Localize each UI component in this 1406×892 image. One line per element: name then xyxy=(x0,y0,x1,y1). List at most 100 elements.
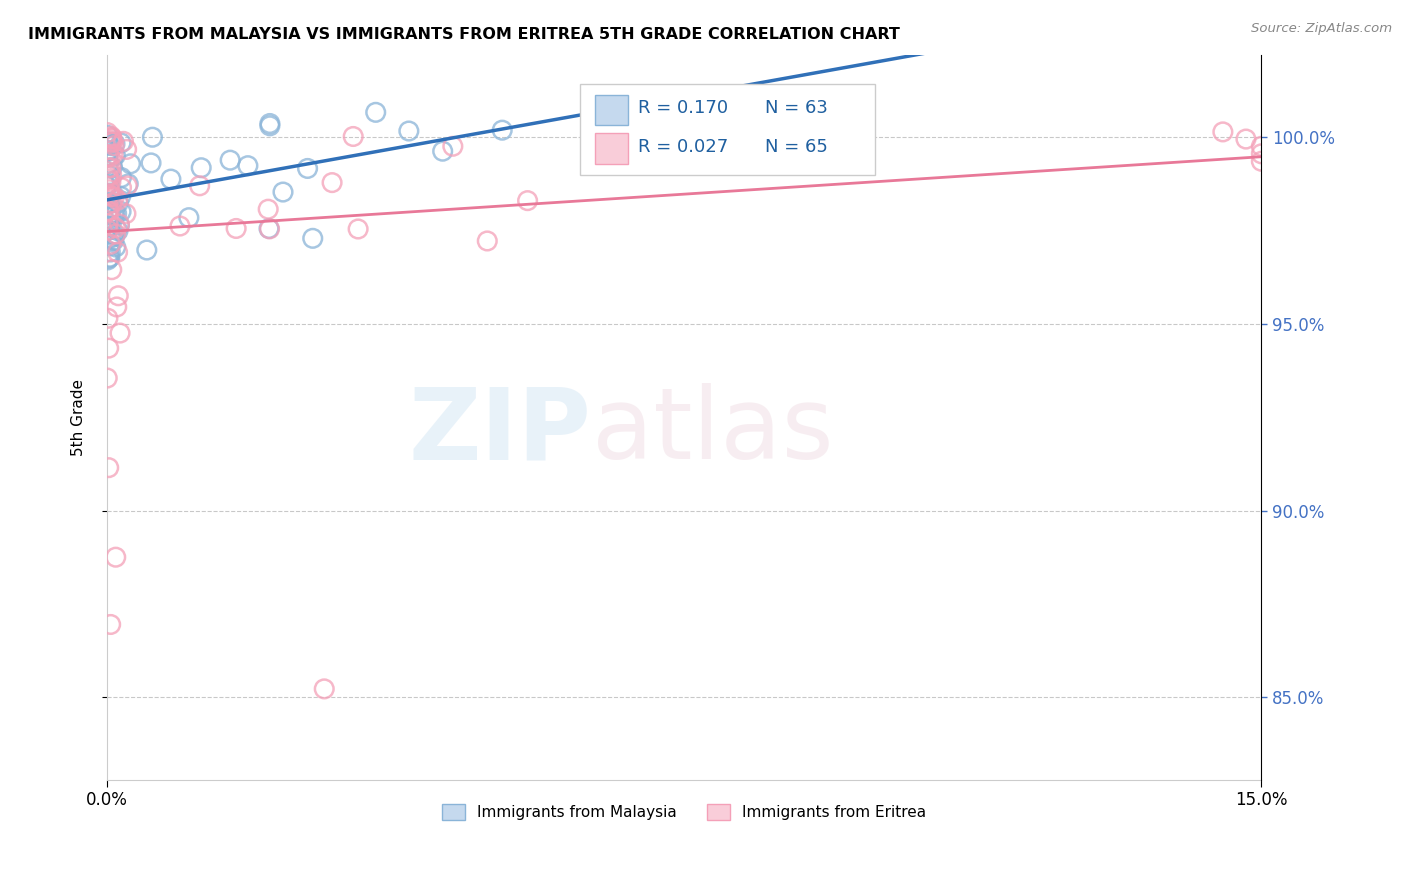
Point xyxy=(97,198,120,212)
Point xyxy=(98,250,121,264)
Point xyxy=(110,136,132,150)
Point xyxy=(321,176,343,190)
Point xyxy=(1212,125,1234,139)
Point xyxy=(110,189,132,203)
Point xyxy=(141,130,163,145)
Point xyxy=(100,189,122,203)
Point xyxy=(112,134,135,148)
Point xyxy=(100,208,122,222)
Point xyxy=(100,131,122,145)
Point xyxy=(259,222,281,236)
Point xyxy=(96,135,118,149)
Point xyxy=(101,135,124,149)
Point xyxy=(225,221,247,235)
Y-axis label: 5th Grade: 5th Grade xyxy=(72,379,86,456)
Point xyxy=(110,180,132,194)
Point xyxy=(98,219,121,234)
Point xyxy=(97,223,120,237)
Point xyxy=(177,211,200,225)
Point xyxy=(103,229,125,244)
Point xyxy=(97,252,120,267)
Point xyxy=(257,202,280,217)
Text: N = 63: N = 63 xyxy=(765,99,828,117)
Point xyxy=(100,262,122,277)
Bar xyxy=(595,95,627,126)
Point xyxy=(314,681,336,696)
Point xyxy=(115,207,138,221)
Point xyxy=(98,183,121,197)
Point xyxy=(97,217,120,231)
Point xyxy=(98,169,121,183)
Point xyxy=(103,234,125,248)
Text: N = 65: N = 65 xyxy=(765,138,828,156)
Point xyxy=(98,204,121,219)
Legend: Immigrants from Malaysia, Immigrants from Eritrea: Immigrants from Malaysia, Immigrants fro… xyxy=(436,798,932,826)
Point xyxy=(100,161,122,175)
Point xyxy=(98,219,121,233)
Text: atlas: atlas xyxy=(592,384,834,481)
Point xyxy=(96,179,118,194)
Point xyxy=(491,123,513,137)
Point xyxy=(107,196,129,211)
Point xyxy=(97,460,120,475)
Point xyxy=(108,326,131,340)
Point xyxy=(101,147,124,161)
Point xyxy=(96,126,118,140)
Point xyxy=(110,204,132,219)
Point xyxy=(104,240,127,254)
Point xyxy=(115,142,138,156)
Point xyxy=(100,168,122,182)
Point xyxy=(100,175,122,189)
Point xyxy=(219,153,242,168)
Point xyxy=(1250,139,1272,153)
Point xyxy=(96,128,118,143)
Point xyxy=(97,156,120,170)
Point xyxy=(104,220,127,235)
Point xyxy=(188,178,211,193)
Point xyxy=(1250,154,1272,169)
Point xyxy=(98,138,121,153)
Point xyxy=(100,134,122,148)
Point xyxy=(236,159,259,173)
Point xyxy=(120,157,142,171)
Point xyxy=(104,148,127,162)
Point xyxy=(117,178,139,193)
Point xyxy=(103,138,125,153)
Point xyxy=(257,221,280,235)
Point xyxy=(100,237,122,252)
Point xyxy=(97,203,120,218)
Text: Source: ZipAtlas.com: Source: ZipAtlas.com xyxy=(1251,22,1392,36)
Point xyxy=(108,218,131,232)
Point xyxy=(1250,146,1272,161)
Point xyxy=(97,149,120,163)
Point xyxy=(101,213,124,227)
Point xyxy=(98,188,121,202)
Point xyxy=(342,129,364,144)
Point xyxy=(398,124,420,138)
Point xyxy=(441,139,464,153)
Point xyxy=(97,169,120,184)
Point xyxy=(97,136,120,151)
Point xyxy=(101,130,124,145)
Point xyxy=(97,224,120,238)
Point xyxy=(98,144,121,158)
Point xyxy=(259,116,281,130)
Point xyxy=(297,161,319,176)
Point xyxy=(477,234,499,248)
Point xyxy=(107,245,129,260)
Point xyxy=(97,341,120,355)
Point xyxy=(100,129,122,144)
Point xyxy=(432,145,454,159)
Point xyxy=(101,196,124,211)
Point xyxy=(98,150,121,164)
Point xyxy=(169,219,191,233)
Point xyxy=(97,149,120,163)
Point xyxy=(104,227,127,241)
Point xyxy=(97,177,120,191)
Point xyxy=(104,205,127,219)
Point xyxy=(98,251,121,265)
Point xyxy=(100,186,122,200)
Point xyxy=(100,231,122,245)
Point xyxy=(1234,132,1257,146)
Point xyxy=(97,311,120,326)
